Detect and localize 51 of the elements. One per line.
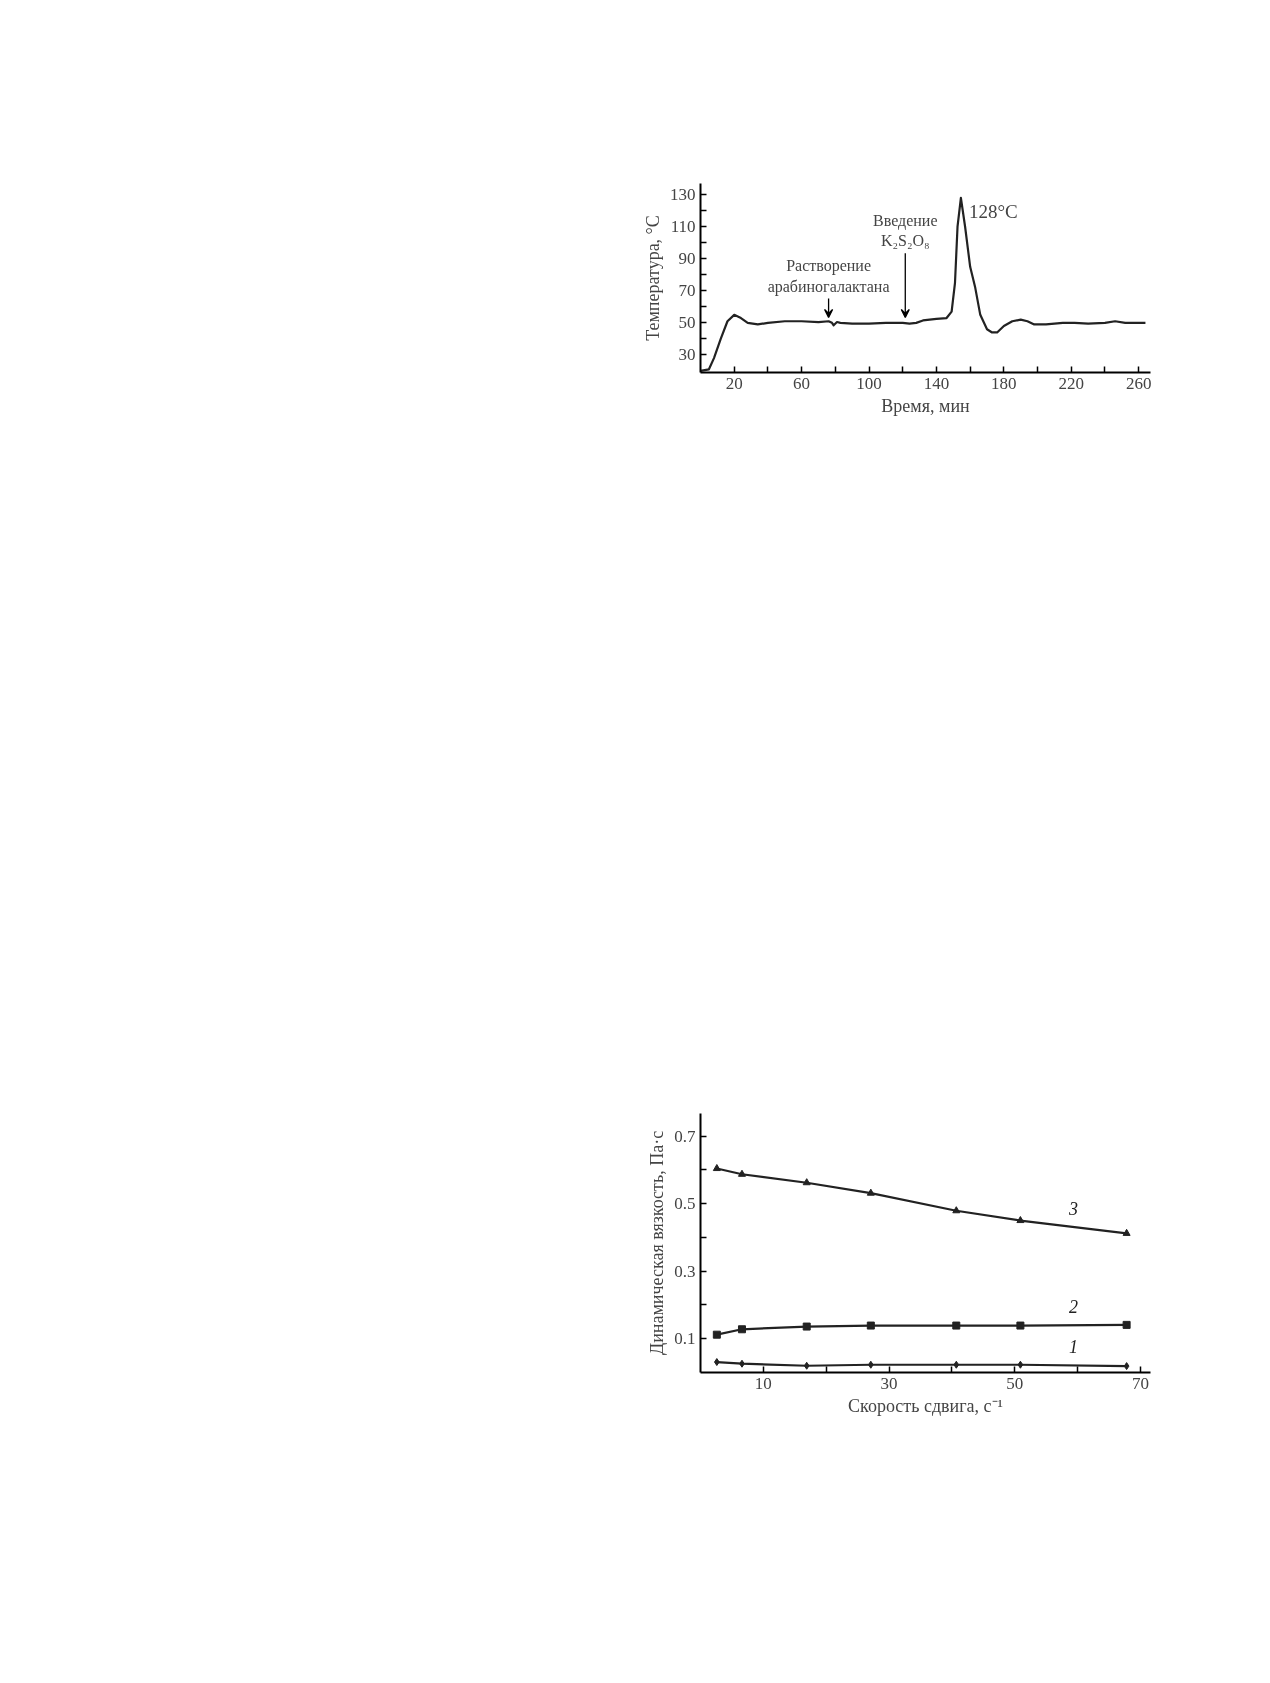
series-label: 3 [1068, 1198, 1079, 1219]
data-label: 128°C [968, 201, 1018, 223]
point [1122, 1320, 1131, 1329]
x-tick-label: 100 [856, 373, 882, 393]
y-tick-label: 0.5 [674, 1194, 696, 1214]
y-axis-title: Динамическая вязкость, Па·с [647, 1130, 668, 1356]
x-tick-label: 60 [793, 373, 811, 393]
point [1122, 1228, 1131, 1236]
x-tick-label: 50 [1006, 1373, 1024, 1393]
y-tick-label: 90 [678, 249, 696, 269]
x-tick-label: 20 [725, 373, 743, 393]
y-tick-label: 30 [678, 345, 696, 365]
y-tick-label: 0.3 [674, 1261, 696, 1281]
y-tick-label: 130 [670, 185, 696, 205]
point [802, 1322, 811, 1331]
x-tick-label: 140 [923, 373, 950, 393]
x-tick-label: 260 [1125, 373, 1152, 393]
x-tick-label: 30 [880, 1373, 898, 1393]
point [952, 1321, 961, 1330]
line-series [700, 196, 1147, 372]
point [1016, 1216, 1025, 1224]
point [1017, 1360, 1024, 1369]
point [1016, 1321, 1025, 1330]
y-tick-label: 70 [678, 281, 696, 301]
point [712, 1164, 721, 1172]
y-tick-label: 50 [678, 313, 696, 333]
y-tick-label: 0.7 [674, 1126, 696, 1146]
point [802, 1178, 811, 1186]
point [737, 1169, 746, 1177]
x-tick-label: 10 [754, 1373, 772, 1393]
annotation: Введение K₂S₂O₈ [873, 211, 938, 250]
point [1123, 1362, 1130, 1371]
x-tick-label: 70 [1131, 1373, 1149, 1393]
x-tick-label: 220 [1058, 373, 1085, 393]
point [803, 1361, 810, 1370]
y-axis-title: Температура, °C [643, 215, 663, 341]
series-label: 1 [1069, 1337, 1079, 1358]
x-axis-title: Время, мин [881, 395, 971, 416]
point [737, 1325, 746, 1334]
y-tick-label: 0.1 [674, 1329, 696, 1349]
y-tick-label: 110 [670, 217, 696, 237]
series-label: 2 [1069, 1297, 1079, 1318]
point [712, 1330, 721, 1339]
point [866, 1321, 875, 1330]
x-tick-label: 180 [991, 373, 1017, 393]
annotation: Растворение арабиногалактана [767, 257, 890, 296]
point [952, 1206, 961, 1214]
point [866, 1188, 875, 1196]
point [867, 1360, 874, 1369]
x-axis-title: Скорость сдвига, с⁻¹ [848, 1395, 1003, 1416]
point [953, 1360, 960, 1369]
